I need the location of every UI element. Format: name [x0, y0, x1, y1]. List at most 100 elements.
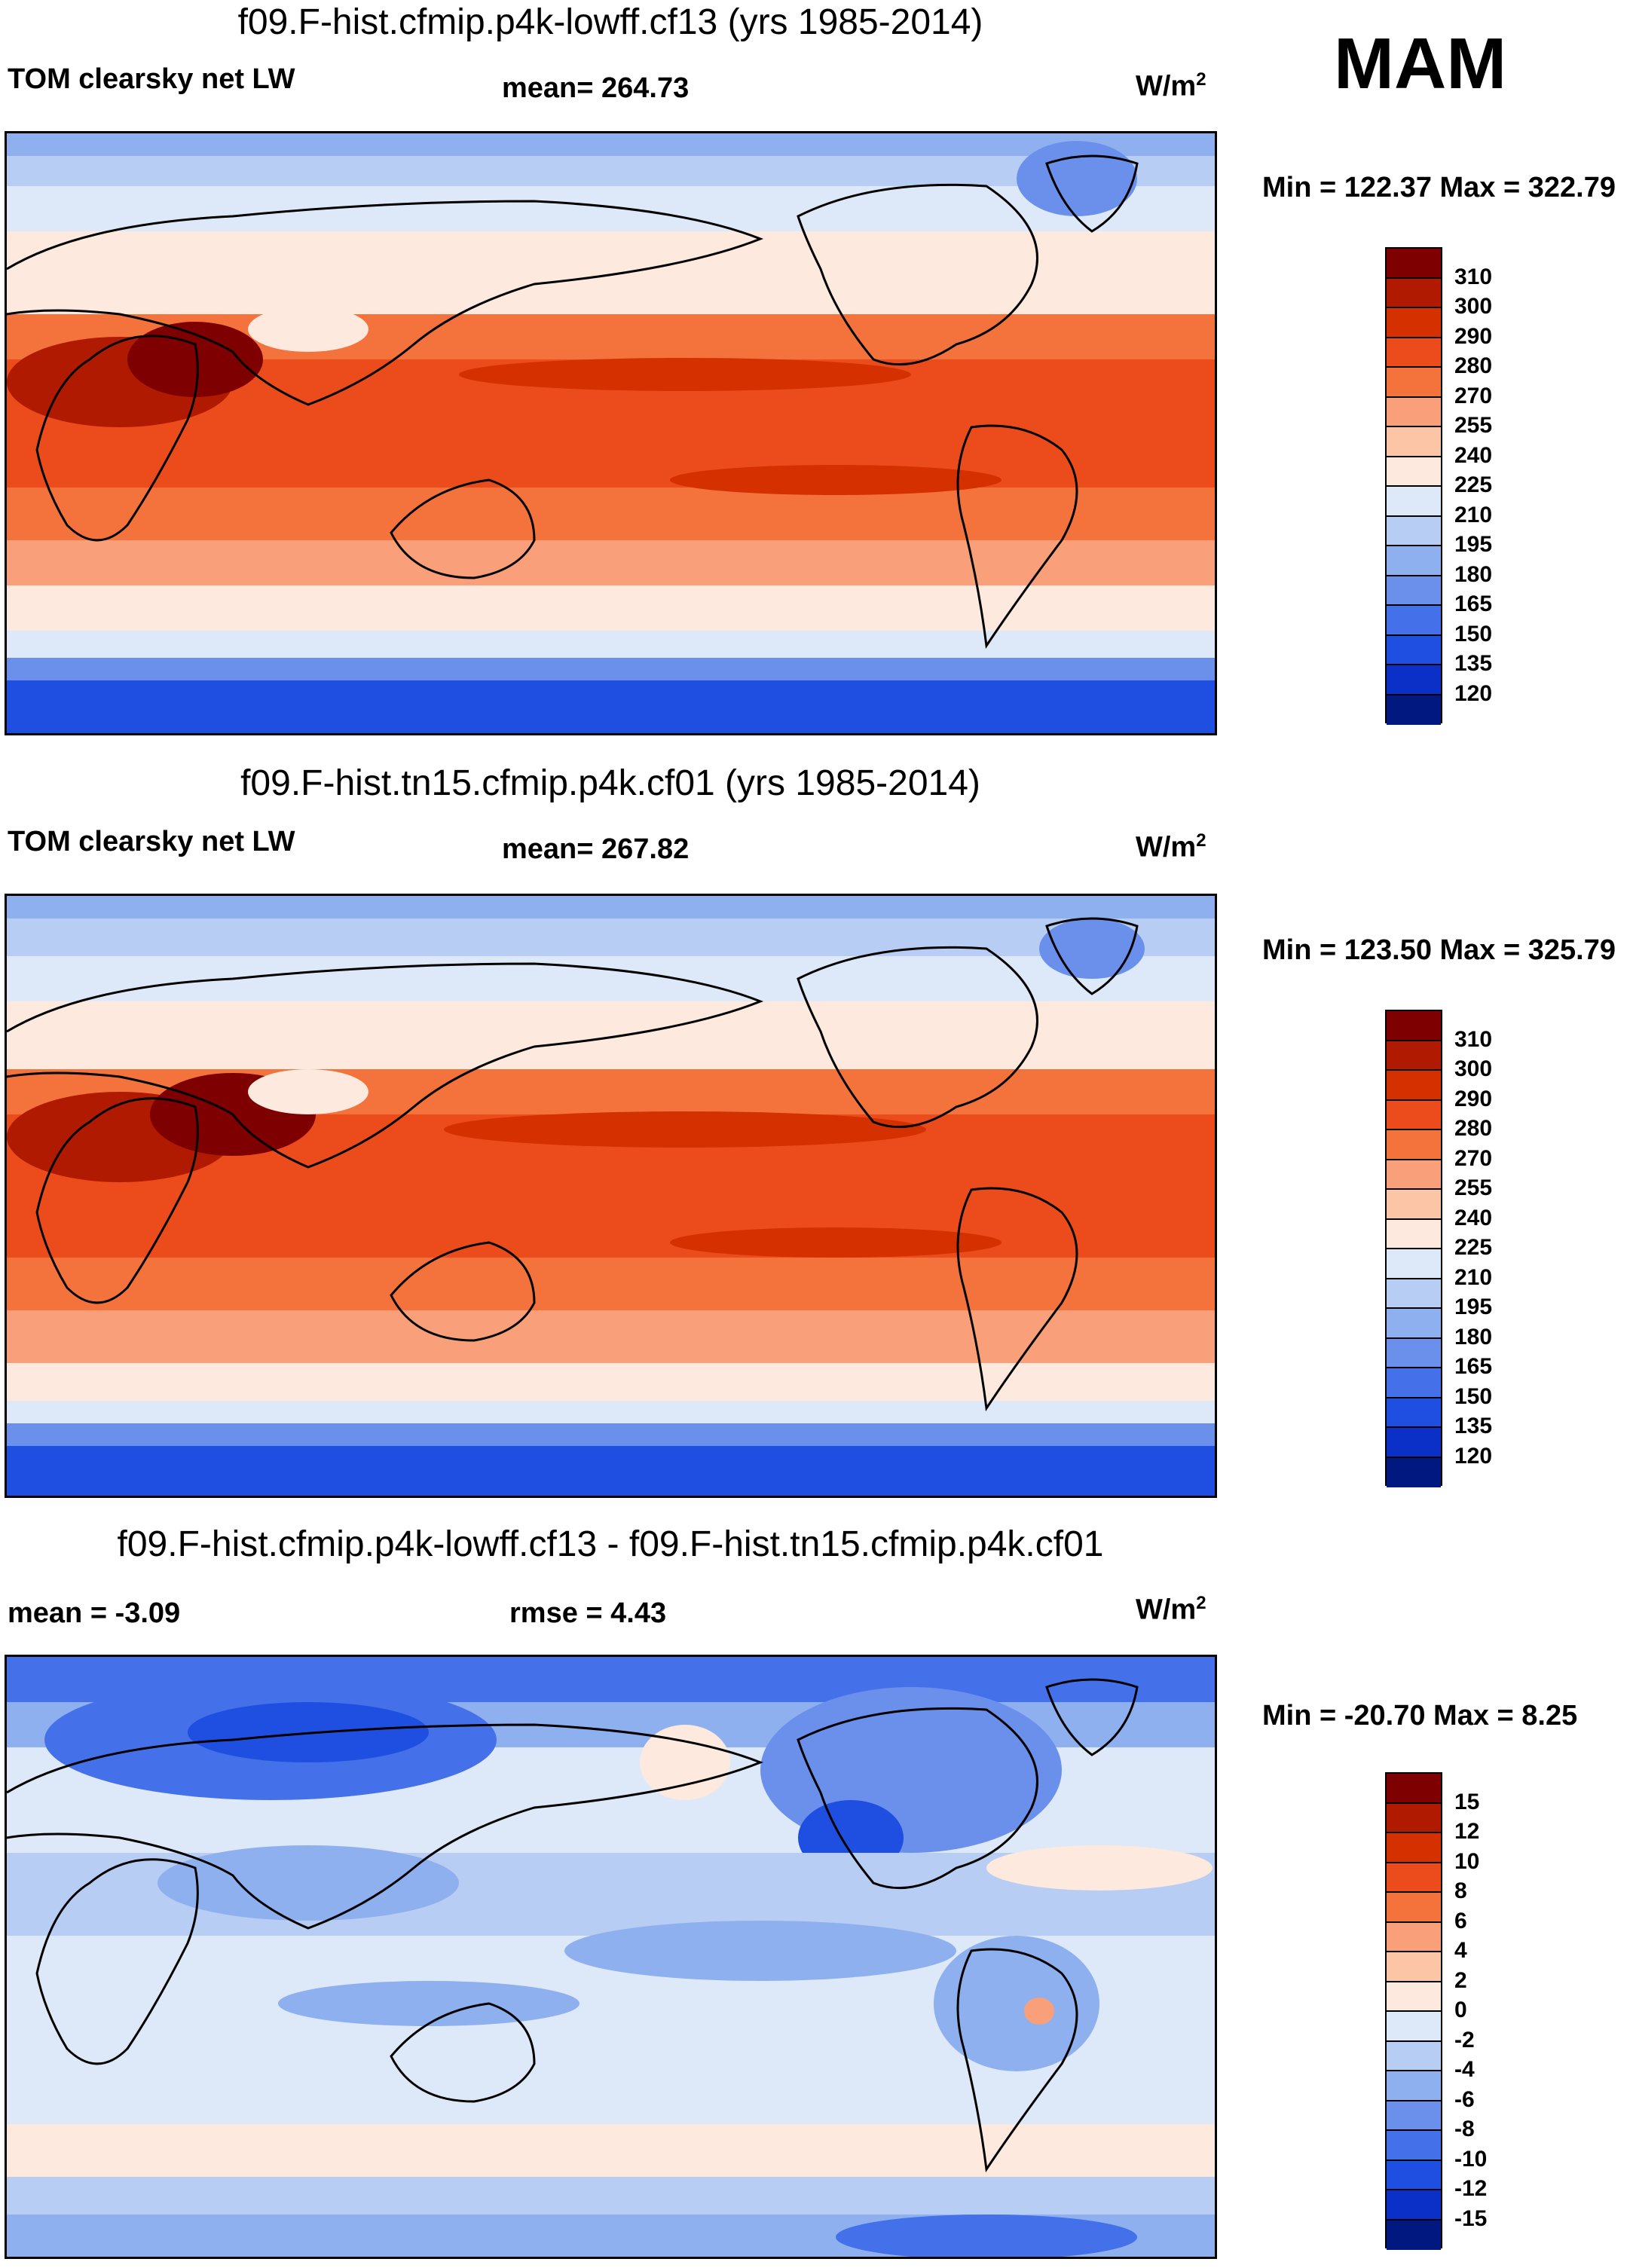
colorbar-swatch [1387, 1398, 1441, 1428]
colorbar-tick-label: 0 [1454, 1997, 1467, 2022]
colorbar-tick-label: 300 [1454, 294, 1493, 319]
panel-3-colorbar [1385, 1772, 1442, 2250]
colorbar-swatch [1387, 2160, 1441, 2190]
colorbar-swatch [1387, 2220, 1441, 2250]
panel-1-colorbar [1385, 247, 1442, 725]
colorbar-swatch [1387, 1279, 1441, 1309]
colorbar-swatch [1387, 2041, 1441, 2071]
colorbar-tick-label: 10 [1454, 1848, 1480, 1874]
colorbar-swatch [1387, 1803, 1441, 1833]
panel-1-title: f09.F-hist.cfmip.p4k-lowff.cf13 (yrs 198… [237, 2, 983, 42]
colorbar-tick-label: 300 [1454, 1056, 1493, 1081]
colorbar-swatch [1387, 1952, 1441, 1982]
colorbar-swatch [1387, 278, 1441, 308]
colorbar-swatch [1387, 2071, 1441, 2101]
colorbar-swatch [1387, 1368, 1441, 1398]
colorbar-swatch [1387, 2101, 1441, 2131]
colorbar-swatch [1387, 1338, 1441, 1368]
colorbar-swatch [1387, 546, 1441, 576]
colorbar-tick-label: 195 [1454, 532, 1493, 557]
colorbar-swatch [1387, 1219, 1441, 1249]
colorbar-tick-label: 240 [1454, 1205, 1493, 1230]
colorbar-swatch [1387, 1190, 1441, 1220]
colorbar-tick-label: 150 [1454, 621, 1493, 646]
colorbar-tick-label: 270 [1454, 1145, 1493, 1171]
colorbar-swatch [1387, 2131, 1441, 2161]
colorbar-tick-label: 290 [1454, 323, 1493, 349]
colorbar-tick-label: 210 [1454, 502, 1493, 527]
colorbar-swatch [1387, 516, 1441, 546]
colorbar-tick-label: 180 [1454, 1324, 1493, 1349]
colorbar-tick-label: 270 [1454, 383, 1493, 408]
panel-2-colorbar [1385, 1010, 1442, 1487]
panel-2-units-label: W/m2 [1136, 830, 1206, 863]
colorbar-tick-label: 15 [1454, 1789, 1480, 1814]
colorbar-tick-label: -15 [1454, 2205, 1488, 2231]
colorbar-tick-label: 4 [1454, 1938, 1467, 1963]
colorbar-tick-label: 240 [1454, 442, 1493, 468]
colorbar-swatch [1387, 1309, 1441, 1339]
colorbar-swatch [1387, 1249, 1441, 1279]
colorbar-tick-label: -6 [1454, 2086, 1475, 2112]
colorbar-swatch [1387, 1982, 1441, 2012]
colorbar-tick-label: 120 [1454, 1443, 1493, 1469]
colorbar-tick-label: 2 [1454, 1967, 1467, 1993]
colorbar-swatch [1387, 249, 1441, 279]
panel-2-title: f09.F-hist.tn15.cfmip.p4k.cf01 (yrs 1985… [240, 763, 980, 803]
colorbar-tick-label: 290 [1454, 1086, 1493, 1111]
colorbar-swatch [1387, 1160, 1441, 1190]
colorbar-swatch [1387, 1922, 1441, 1952]
panel-1-units-label: W/m2 [1136, 69, 1206, 102]
colorbar-swatch [1387, 576, 1441, 606]
colorbar-swatch [1387, 1893, 1441, 1923]
colorbar-swatch [1387, 606, 1441, 636]
colorbar-tick-label: 120 [1454, 680, 1493, 706]
panel-3-map [5, 1655, 1217, 2259]
panel-3-rmse-label: rmse = 4.43 [509, 1597, 667, 1629]
panel-2-minmax: Min = 123.50 Max = 325.79 [1262, 934, 1616, 966]
colorbar-swatch [1387, 487, 1441, 517]
colorbar-tick-label: 255 [1454, 413, 1493, 438]
panel-3-mean-label: mean = -3.09 [8, 1597, 181, 1629]
colorbar-swatch [1387, 308, 1441, 338]
colorbar-swatch [1387, 338, 1441, 368]
colorbar-swatch [1387, 635, 1441, 665]
panel-3-units-label: W/m2 [1136, 1593, 1206, 1626]
colorbar-tick-label: 310 [1454, 264, 1493, 289]
colorbar-tick-label: 310 [1454, 1026, 1493, 1052]
colorbar-swatch [1387, 1863, 1441, 1893]
colorbar-tick-label: 165 [1454, 591, 1493, 616]
colorbar-tick-label: 225 [1454, 472, 1493, 497]
colorbar-tick-label: 195 [1454, 1294, 1493, 1319]
colorbar-tick-label: -2 [1454, 2027, 1475, 2053]
colorbar-tick-label: 255 [1454, 1175, 1493, 1200]
colorbar-tick-label: 135 [1454, 1414, 1493, 1438]
colorbar-tick-label: -12 [1454, 2176, 1488, 2201]
panel-3-title: f09.F-hist.cfmip.p4k-lowff.cf13 - f09.F-… [117, 1524, 1104, 1564]
colorbar-swatch [1387, 665, 1441, 695]
colorbar-swatch [1387, 1428, 1441, 1458]
panel-2-map [5, 894, 1217, 1498]
colorbar-swatch [1387, 368, 1441, 398]
colorbar-swatch [1387, 2012, 1441, 2042]
colorbar-swatch [1387, 1100, 1441, 1130]
colorbar-tick-label: 150 [1454, 1383, 1493, 1409]
colorbar-swatch [1387, 397, 1441, 427]
season-label: MAM [1334, 23, 1507, 104]
colorbar-tick-label: 135 [1454, 651, 1493, 676]
panel-2-mean-label: mean= 267.82 [502, 833, 690, 865]
colorbar-swatch [1387, 427, 1441, 457]
colorbar-swatch [1387, 1130, 1441, 1160]
colorbar-swatch [1387, 1041, 1441, 1071]
colorbar-swatch [1387, 1774, 1441, 1804]
colorbar-tick-label: 165 [1454, 1354, 1493, 1379]
panel-1-variable-label: TOM clearsky net LW [8, 63, 295, 95]
colorbar-tick-label: 280 [1454, 353, 1493, 378]
colorbar-tick-label: -4 [1454, 2057, 1475, 2082]
colorbar-tick-label: 6 [1454, 1908, 1467, 1933]
colorbar-swatch [1387, 1833, 1441, 1863]
panel-2-variable-label: TOM clearsky net LW [8, 826, 295, 857]
colorbar-tick-label: -10 [1454, 2146, 1488, 2172]
colorbar-tick-label: 225 [1454, 1235, 1493, 1260]
panel-1-minmax: Min = 122.37 Max = 322.79 [1262, 172, 1616, 203]
